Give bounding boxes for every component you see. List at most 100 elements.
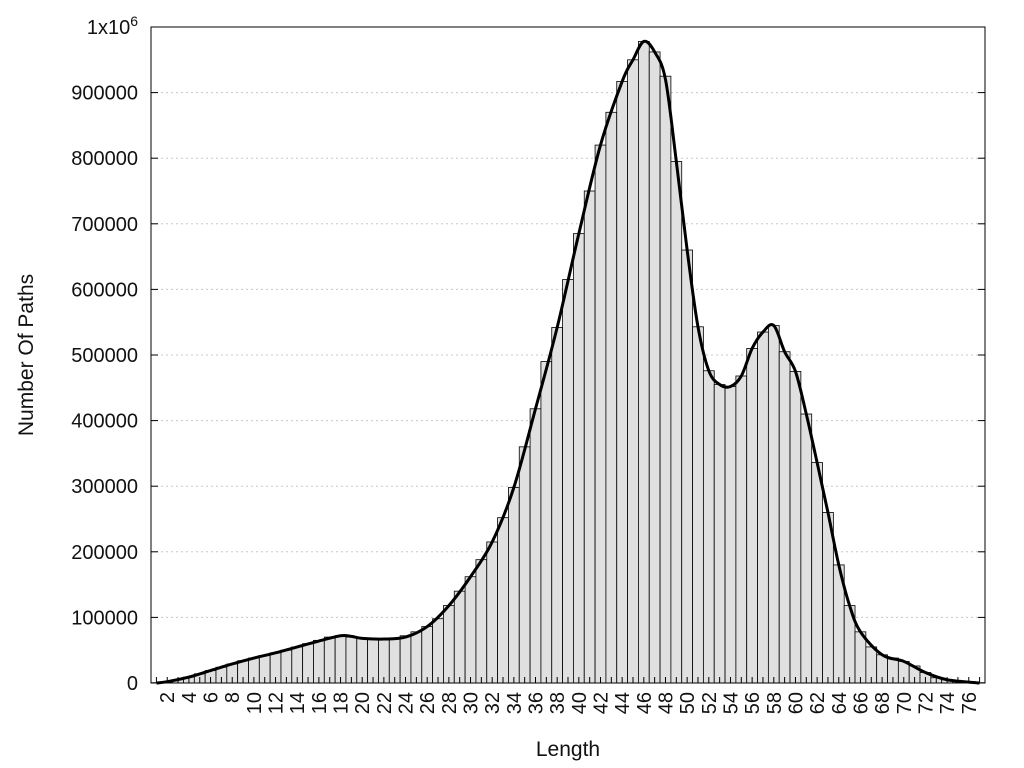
- x-tick-label: 60: [785, 692, 807, 714]
- histogram-bar: [345, 636, 358, 684]
- histogram-bar: [746, 348, 758, 684]
- smoothed-curve-layer: [156, 39, 980, 685]
- histogram-bar: [778, 351, 791, 684]
- histogram-bar: [616, 81, 628, 684]
- histogram-bar: [464, 576, 477, 684]
- histogram-bar: [627, 59, 639, 684]
- x-tick-label: 26: [417, 692, 439, 714]
- histogram-bar: [334, 635, 347, 684]
- histogram-bar: [378, 638, 390, 684]
- histogram-bar: [529, 408, 542, 684]
- y-tick-label: 500000: [71, 345, 138, 367]
- x-tick-label: 18: [331, 692, 353, 714]
- x-tick-label: 52: [699, 692, 721, 714]
- histogram-bar: [594, 144, 607, 684]
- histogram-bar: [497, 517, 509, 684]
- x-tick-label: 44: [612, 692, 634, 714]
- histogram-bar: [670, 161, 683, 684]
- histogram-bar: [735, 375, 748, 684]
- x-tick-label: 72: [915, 692, 937, 714]
- x-tick-label: 16: [309, 692, 331, 714]
- histogram-bar: [443, 605, 455, 684]
- x-tick-label: 62: [807, 692, 829, 714]
- y-tick-label-top: 1x106: [87, 13, 138, 39]
- x-axis-title: Length: [536, 738, 600, 761]
- histogram-bar: [410, 631, 423, 684]
- histogram-bar: [724, 386, 737, 684]
- x-axis-ticks: 2 4 6 8 10 12 14 16 18 20 22 24 26 28 30 32 34 36 38 40 42 44…: [155, 677, 981, 714]
- x-tick-label: 12: [266, 692, 288, 714]
- x-tick-label: 2: [157, 692, 179, 703]
- histogram-bar: [638, 41, 650, 684]
- histogram-bar: [508, 487, 520, 684]
- x-tick-label: 66: [850, 692, 872, 714]
- x-tick-label: 36: [526, 692, 548, 714]
- x-tick-label: 68: [872, 692, 894, 714]
- y-tick-label: 700000: [71, 214, 138, 236]
- x-tick-label: 56: [742, 692, 764, 714]
- x-tick-label: 74: [937, 692, 959, 714]
- y-tick-label: 400000: [71, 411, 138, 433]
- x-tick-label: 54: [720, 692, 742, 714]
- histogram-bar: [800, 413, 813, 684]
- histogram-bar: [388, 637, 401, 684]
- y-tick-label: 200000: [71, 542, 138, 564]
- histogram-bar: [562, 279, 574, 684]
- histogram-bar: [811, 462, 823, 684]
- histogram-bar: [573, 233, 585, 684]
- x-tick-label: 48: [655, 692, 677, 714]
- histogram-bar: [605, 111, 618, 684]
- x-tick-label: 64: [829, 692, 851, 714]
- histogram-bar: [648, 51, 661, 684]
- y-tick-label: 800000: [71, 148, 138, 170]
- histogram-bar: [453, 590, 466, 684]
- x-tick-label: 24: [396, 692, 418, 714]
- y-tick-label: 900000: [71, 83, 138, 105]
- x-tick-label: 42: [590, 692, 612, 714]
- histogram-bar: [713, 384, 726, 684]
- histogram-bar: [681, 249, 693, 684]
- x-tick-label: 8: [222, 692, 244, 703]
- x-tick-label: 76: [959, 692, 981, 714]
- histogram-bar: [702, 370, 715, 684]
- x-tick-label: 22: [374, 692, 396, 714]
- x-tick-label: 30: [461, 692, 483, 714]
- histogram-bar: [323, 636, 336, 684]
- x-tick-label: 32: [482, 692, 504, 714]
- histogram-bars: [150, 41, 986, 684]
- x-tick-label: 46: [634, 692, 656, 714]
- x-tick-label: 4: [179, 692, 201, 703]
- x-tick-label: 10: [244, 692, 266, 714]
- x-tick-label: 38: [547, 692, 569, 714]
- histogram-bar: [313, 639, 325, 684]
- histogram-bar: [551, 327, 563, 684]
- x-tick-label: 20: [352, 692, 374, 714]
- histogram-bar: [789, 370, 802, 684]
- x-tick-label: 58: [764, 692, 786, 714]
- x-tick-label: 14: [287, 692, 309, 714]
- x-tick-label: 40: [569, 692, 591, 714]
- y-tick-label: 300000: [71, 476, 138, 498]
- y-tick-label: 0: [127, 673, 138, 695]
- histogram-bar: [518, 446, 531, 684]
- histogram-bar: [757, 331, 769, 684]
- histogram-bar: [659, 75, 672, 684]
- y-axis-title: Number Of Paths: [15, 274, 38, 436]
- y-axis-ticks: 0 100000 200000 300000 400000 500000 600000 700…: [71, 13, 985, 695]
- y-tick-label: 600000: [71, 279, 138, 301]
- histogram-bar: [692, 326, 704, 684]
- histogram-bar: [367, 638, 379, 684]
- x-tick-label: 6: [201, 692, 223, 703]
- histogram-bar: [486, 541, 498, 684]
- histogram-bar: [475, 559, 488, 684]
- x-tick-label: 34: [504, 692, 526, 714]
- histogram-bar: [399, 635, 412, 684]
- histogram-bar: [356, 637, 369, 684]
- smoothed-curve: [156, 39, 980, 685]
- histogram-bar: [540, 361, 553, 684]
- x-tick-label: 70: [894, 692, 916, 714]
- histogram-bar: [767, 325, 780, 684]
- histogram-bar: [583, 190, 596, 684]
- x-tick-label: 28: [439, 692, 461, 714]
